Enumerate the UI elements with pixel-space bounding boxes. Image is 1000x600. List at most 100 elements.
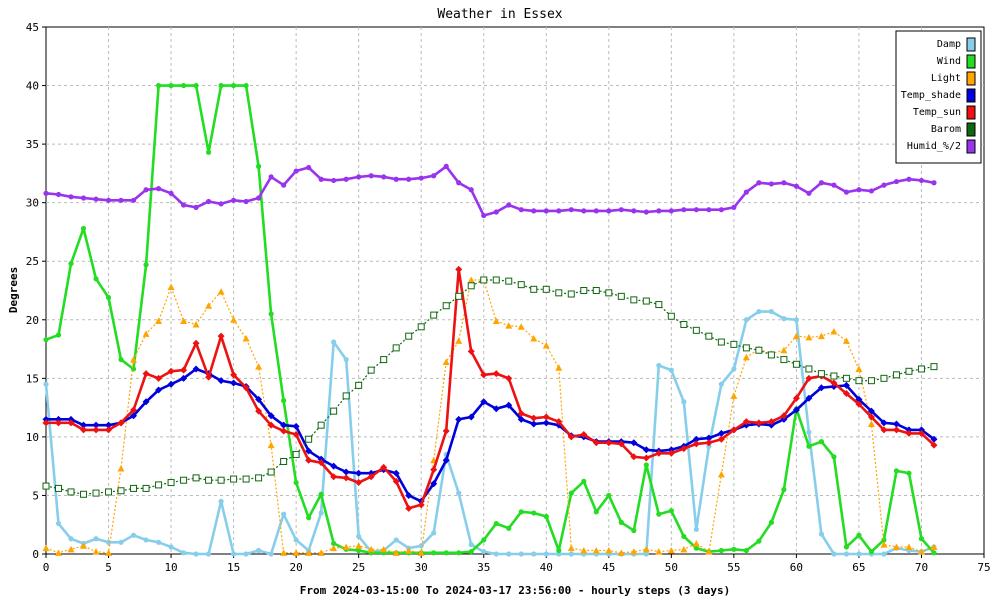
series-wind-point xyxy=(593,509,599,515)
series-wind-point xyxy=(68,260,74,267)
series-wind-point xyxy=(681,533,687,540)
series-humid-2-point xyxy=(543,208,549,214)
series-humid-2-point xyxy=(218,201,224,207)
series-temp-shade-point xyxy=(317,455,325,463)
series-light-point xyxy=(830,327,838,335)
series-humid-2-point xyxy=(743,189,749,195)
series-damp-point xyxy=(431,530,437,536)
series-temp-sun-point xyxy=(692,440,700,448)
series-temp-shade-point xyxy=(280,421,288,429)
series-temp-sun-point xyxy=(567,433,575,441)
series-barom-point xyxy=(780,356,788,364)
legend: Damp Wind Light Temp_shade Temp_sun Barom Humi… xyxy=(895,30,982,164)
series-light-point xyxy=(167,283,175,290)
series-temp-sun-point xyxy=(517,409,525,417)
series-humid-2-point xyxy=(593,208,599,214)
series-damp-point xyxy=(656,362,662,369)
series-wind-point xyxy=(493,520,499,527)
series-light-point xyxy=(917,548,925,555)
series-damp-point xyxy=(768,308,774,315)
series-wind-point xyxy=(231,82,237,89)
series-temp-sun-point xyxy=(267,421,275,429)
series-light-point xyxy=(567,544,575,552)
legend-label-temp-shade: Temp_shade xyxy=(901,90,961,101)
series-light-point xyxy=(580,546,588,554)
y-tick-label: 0 xyxy=(32,548,39,561)
series-temp-shade-point xyxy=(517,415,525,423)
series-wind-point xyxy=(155,82,162,89)
x-tick-label: 35 xyxy=(477,561,490,574)
series-damp-point xyxy=(393,537,399,543)
series-barom-point xyxy=(142,484,150,492)
series-barom-point xyxy=(492,276,500,284)
series-temp-shade-point xyxy=(842,381,850,389)
series-wind-point xyxy=(918,536,925,542)
series-light-point xyxy=(217,288,225,295)
series-temp-sun-point xyxy=(130,406,138,414)
series-temp-shade-point xyxy=(792,406,800,414)
series-temp-sun-point xyxy=(80,426,88,434)
series-light-point xyxy=(680,545,688,553)
series-humid-2-point xyxy=(706,207,712,213)
series-wind-point xyxy=(881,537,887,543)
y-tick-label: 15 xyxy=(26,372,39,385)
series-temp-shade-point xyxy=(192,365,200,373)
x-tick-label: 10 xyxy=(164,561,177,574)
series-light-point xyxy=(80,542,88,549)
series-damp-point xyxy=(93,536,99,542)
series-temp-sun-point xyxy=(405,504,413,512)
series-damp-point xyxy=(706,443,712,449)
series-wind-point xyxy=(193,82,199,89)
series-temp-sun-point xyxy=(917,429,925,437)
series-wind-point xyxy=(356,547,362,554)
series-barom-point xyxy=(667,312,675,320)
series-damp-point xyxy=(281,511,287,517)
series-temp-sun-point xyxy=(642,454,650,462)
series-humid-2-point xyxy=(906,176,912,182)
series-wind-point xyxy=(868,549,875,555)
series-temp-sun-point xyxy=(667,449,675,457)
series-wind-point xyxy=(180,82,187,89)
series-temp-sun-point xyxy=(305,456,313,464)
series-temp-sun-point xyxy=(680,445,688,453)
series-barom-point xyxy=(917,365,925,373)
series-barom-point xyxy=(230,475,238,483)
series-light-point xyxy=(355,542,363,549)
series-barom-point xyxy=(730,340,738,348)
series-barom-point xyxy=(705,332,713,340)
series-light-point xyxy=(105,549,113,556)
series-light-point xyxy=(805,333,813,341)
x-tick-label: 0 xyxy=(43,561,50,574)
series-temp-shade-point xyxy=(180,374,188,382)
series-line-light xyxy=(45,279,935,554)
series-light-point xyxy=(155,317,163,324)
series-temp-shade-point xyxy=(342,468,350,476)
series-barom-point xyxy=(542,285,550,293)
series-damp-point xyxy=(130,532,137,538)
series-humid-2-point xyxy=(180,202,187,208)
series-barom-point xyxy=(530,285,538,293)
series-light-point xyxy=(842,337,850,344)
series-temp-sun-point xyxy=(142,370,150,378)
series-barom-point xyxy=(480,276,488,284)
series-damp-point xyxy=(731,366,737,372)
series-humid-2-point xyxy=(431,173,437,179)
series-barom-point xyxy=(642,297,650,305)
series-temp-shade-point xyxy=(817,384,825,392)
series-light-point xyxy=(880,541,888,548)
series-humid-2-point xyxy=(581,208,587,214)
series-barom-point xyxy=(192,474,200,482)
series-barom-point xyxy=(67,488,75,496)
series-wind-point xyxy=(718,547,724,554)
series-temp-shade-point xyxy=(330,462,338,470)
series-temp-sun-point xyxy=(230,371,238,379)
legend-swatch-light xyxy=(966,71,976,86)
series-damp-point xyxy=(180,550,187,556)
series-barom-point xyxy=(767,351,775,359)
series-humid-2-point xyxy=(881,182,887,188)
series-temp-sun-point xyxy=(767,418,775,426)
series-damp-point xyxy=(343,356,349,363)
series-temp-shade-point xyxy=(805,394,813,402)
series-wind-point xyxy=(781,486,787,493)
series-temp-shade-point xyxy=(42,415,50,423)
